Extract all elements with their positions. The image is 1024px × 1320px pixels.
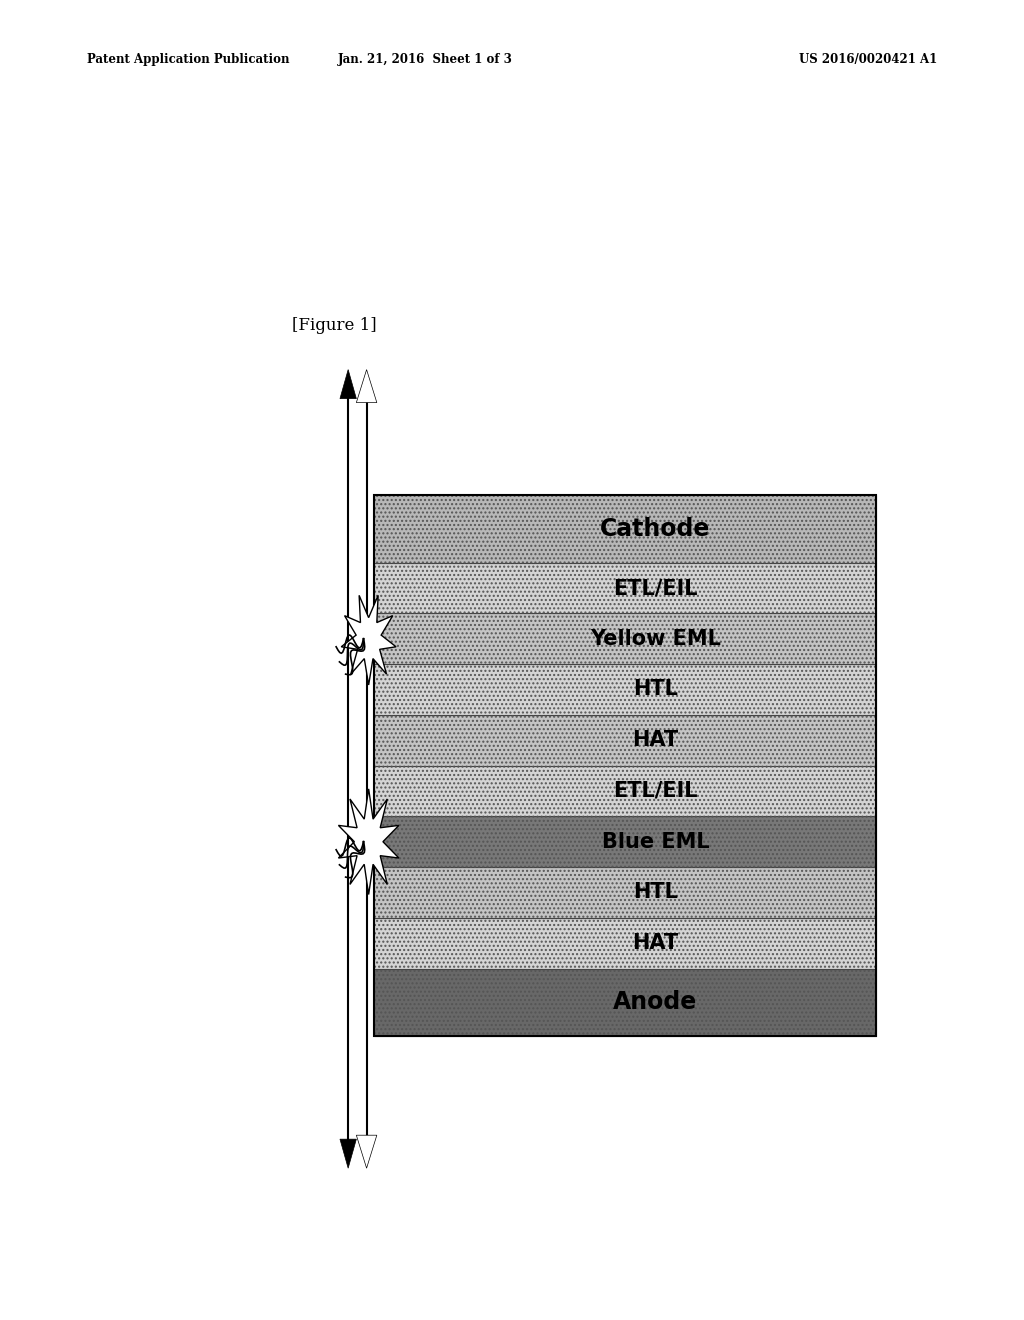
Polygon shape	[340, 1139, 356, 1168]
Text: Yellow EML: Yellow EML	[590, 628, 721, 648]
Bar	[374, 867, 876, 917]
Text: Cathode: Cathode	[600, 517, 711, 541]
Text: HTL: HTL	[633, 680, 678, 700]
Bar	[374, 614, 876, 664]
Bar	[374, 816, 876, 867]
Bar	[374, 867, 876, 917]
Bar	[374, 495, 876, 1036]
Bar	[374, 766, 876, 816]
Bar	[374, 495, 876, 562]
Text: ETL/EIL: ETL/EIL	[613, 781, 697, 801]
Bar	[374, 562, 876, 614]
Polygon shape	[356, 1135, 377, 1168]
Polygon shape	[340, 370, 356, 399]
Bar	[374, 562, 876, 614]
Text: Jan. 21, 2016  Sheet 1 of 3: Jan. 21, 2016 Sheet 1 of 3	[338, 53, 512, 66]
Text: Blue EML: Blue EML	[601, 832, 710, 851]
Bar	[374, 917, 876, 969]
Bar	[374, 614, 876, 664]
Bar	[374, 495, 876, 562]
Bar	[374, 766, 876, 816]
Bar	[374, 664, 876, 715]
Polygon shape	[341, 595, 396, 685]
Bar	[374, 816, 876, 867]
Polygon shape	[356, 370, 377, 403]
Text: HAT: HAT	[632, 730, 679, 750]
Bar	[374, 664, 876, 715]
Text: US 2016/0020421 A1: US 2016/0020421 A1	[799, 53, 937, 66]
Bar	[374, 969, 876, 1036]
Bar	[374, 715, 876, 766]
Text: Anode: Anode	[613, 990, 697, 1014]
Polygon shape	[338, 789, 399, 895]
Bar	[374, 917, 876, 969]
Text: [Figure 1]: [Figure 1]	[292, 317, 377, 334]
Text: HTL: HTL	[633, 883, 678, 903]
Bar	[374, 969, 876, 1036]
Text: Patent Application Publication: Patent Application Publication	[87, 53, 290, 66]
Text: HAT: HAT	[632, 933, 679, 953]
Bar	[374, 715, 876, 766]
Text: ETL/EIL: ETL/EIL	[613, 578, 697, 598]
